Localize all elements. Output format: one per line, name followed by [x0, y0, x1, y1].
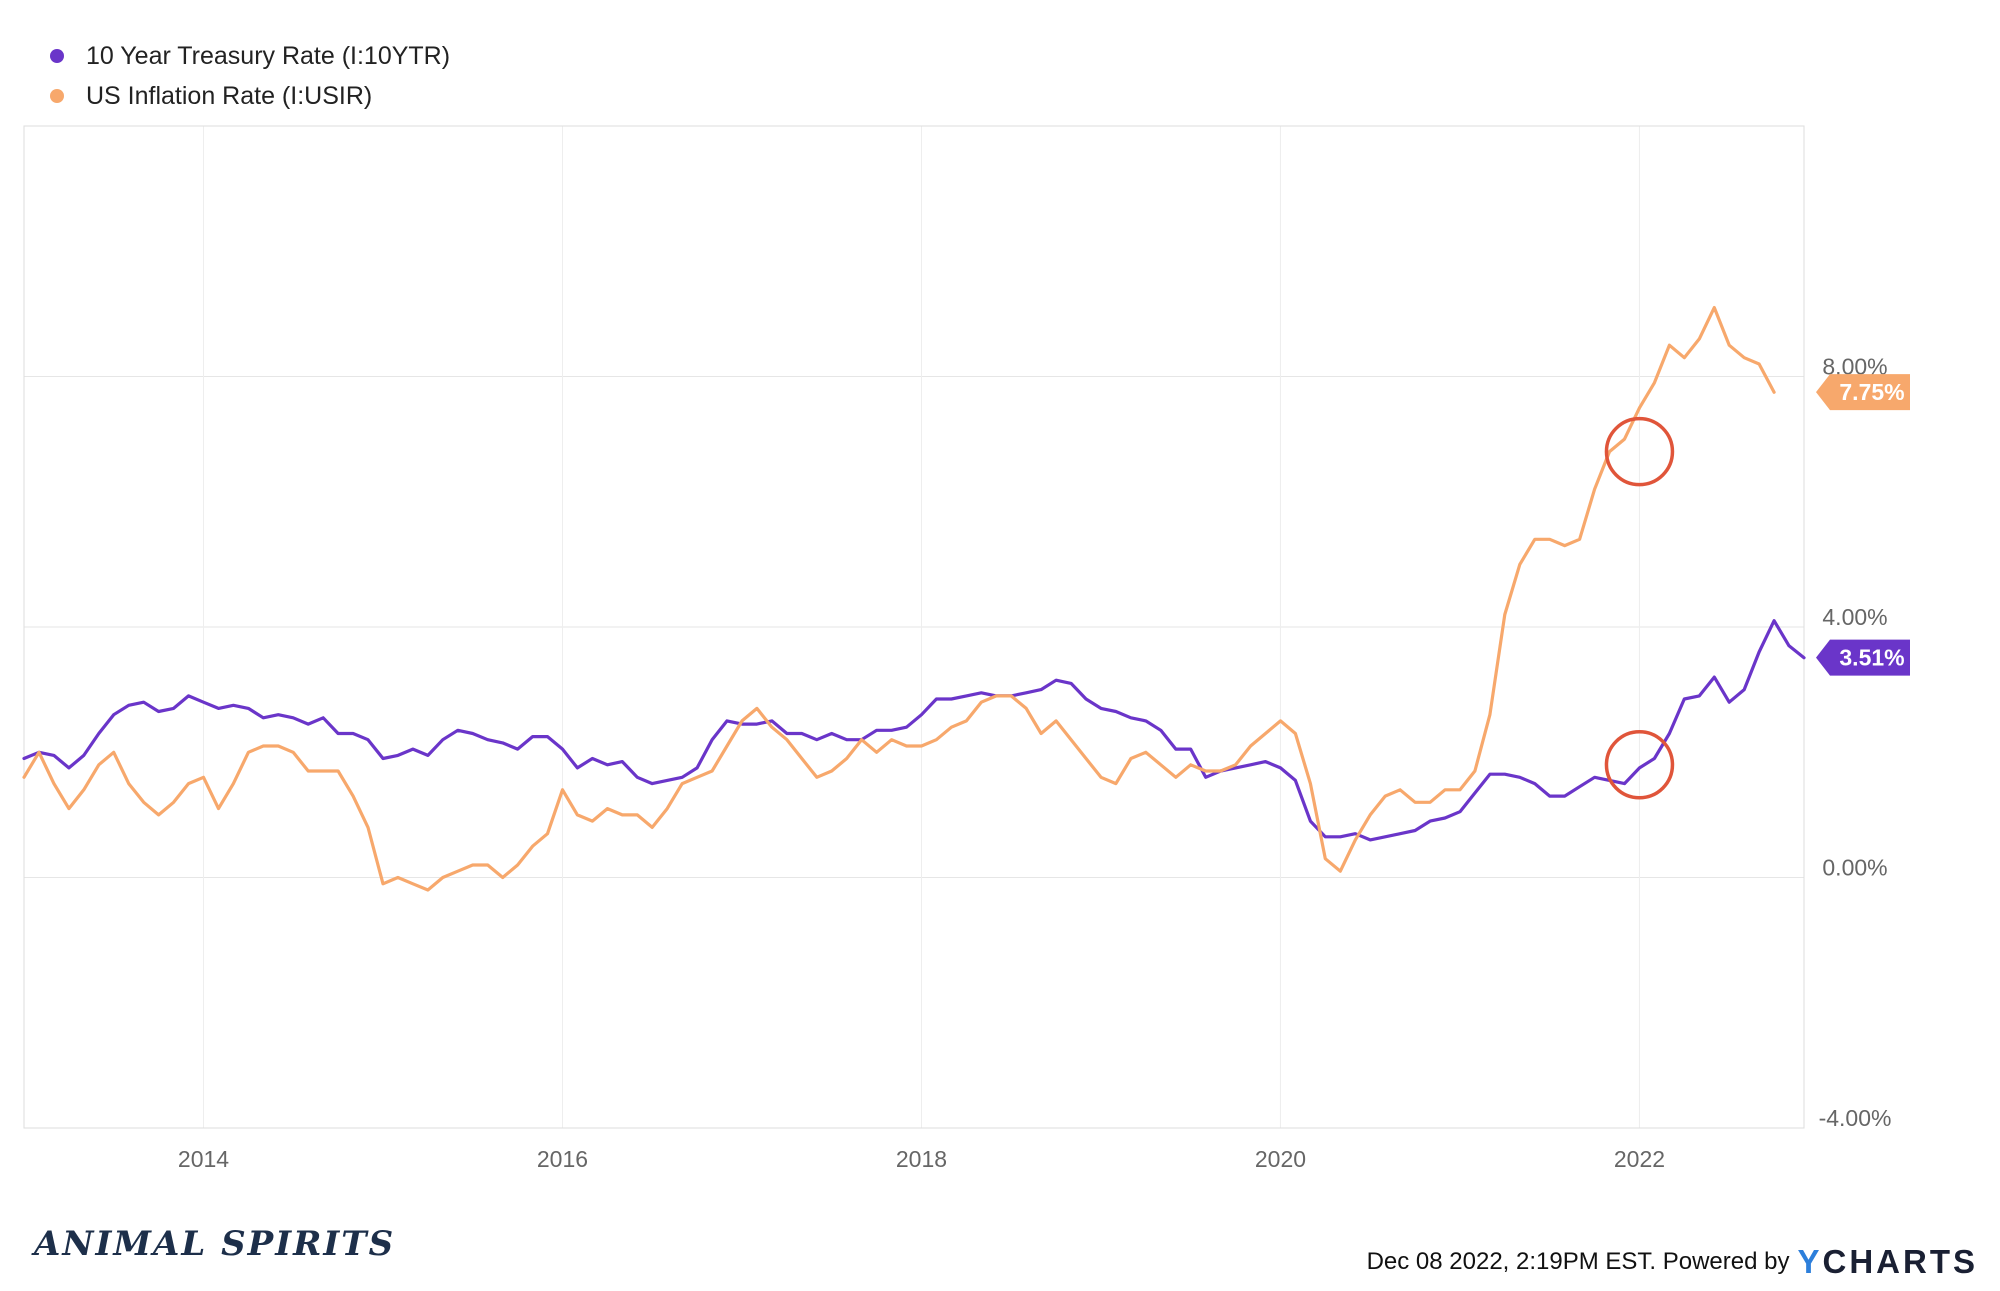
footer-timestamp: Dec 08 2022, 2:19PM EST. Powered by [1366, 1248, 1790, 1275]
y-tick-label: -4.00% [1819, 1105, 1892, 1131]
series-line-1 [22, 306, 1776, 892]
legend: 10 Year Treasury Rate (I:10YTR) US Infla… [50, 36, 450, 116]
ycharts-logo-y: Y [1797, 1243, 1823, 1280]
y-tick-label: 4.00% [1822, 604, 1887, 630]
footer-attribution: Dec 08 2022, 2:19PM EST. Powered by YCHA… [1367, 1243, 1978, 1281]
y-axis-ticks: 8.00%4.00%0.00%-4.00% [1819, 354, 1892, 1132]
x-tick-label: 2018 [896, 1146, 947, 1172]
plot-frame [23, 125, 1805, 1129]
legend-dot-treasury [50, 49, 64, 63]
end-labels: 3.51% 7.75% [1816, 374, 1910, 676]
legend-label-inflation: US Inflation Rate (I:USIR) [86, 81, 373, 110]
series-line-0 [22, 619, 1806, 842]
end-label-badge-0 [1816, 639, 1910, 676]
y-tick-label: 0.00% [1822, 855, 1887, 881]
ycharts-logo-rest: CHARTS [1822, 1243, 1978, 1280]
animal-spirits-logo: ANIMAL SPIRITS [34, 1224, 396, 1264]
ycharts-logo[interactable]: YCHARTS [1797, 1243, 1978, 1281]
end-label-badge-1 [1816, 374, 1910, 411]
annotation-circle-1 [1604, 730, 1675, 800]
end-label-text-1: 7.75% [1839, 379, 1904, 405]
legend-item-treasury[interactable]: 10 Year Treasury Rate (I:10YTR) [50, 36, 450, 76]
x-tick-label: 2016 [537, 1146, 588, 1172]
annotation-layer [1604, 416, 1675, 800]
legend-dot-inflation [50, 89, 64, 103]
legend-item-inflation[interactable]: US Inflation Rate (I:USIR) [50, 76, 450, 116]
legend-label-treasury: 10 Year Treasury Rate (I:10YTR) [86, 41, 451, 70]
end-label-text-0: 3.51% [1839, 645, 1904, 671]
grid [24, 126, 1804, 1129]
x-tick-label: 2020 [1255, 1146, 1306, 1172]
series-layer [22, 306, 1806, 892]
x-tick-label: 2022 [1614, 1146, 1665, 1172]
x-axis-ticks: 2014 2016 2018 2020 2022 [178, 1146, 1665, 1172]
annotation-circle-0 [1604, 416, 1675, 487]
x-tick-label: 2014 [178, 1146, 229, 1172]
